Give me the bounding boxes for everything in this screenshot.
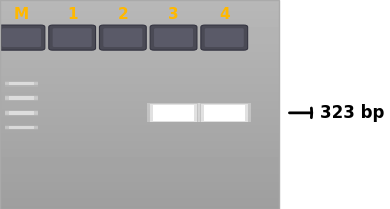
FancyBboxPatch shape [204, 105, 245, 121]
FancyBboxPatch shape [150, 25, 197, 50]
FancyBboxPatch shape [5, 95, 38, 99]
Text: 4: 4 [219, 7, 230, 22]
FancyBboxPatch shape [9, 111, 34, 115]
FancyBboxPatch shape [198, 103, 250, 122]
FancyBboxPatch shape [200, 104, 248, 121]
FancyBboxPatch shape [49, 25, 96, 50]
FancyBboxPatch shape [5, 96, 38, 100]
FancyBboxPatch shape [154, 28, 193, 47]
FancyBboxPatch shape [99, 25, 146, 50]
FancyBboxPatch shape [5, 126, 38, 129]
FancyBboxPatch shape [205, 28, 244, 47]
FancyBboxPatch shape [5, 110, 38, 114]
FancyBboxPatch shape [5, 125, 38, 128]
FancyBboxPatch shape [201, 25, 248, 50]
Text: 2: 2 [117, 7, 128, 22]
FancyBboxPatch shape [5, 97, 38, 101]
Text: 3: 3 [168, 7, 179, 22]
FancyBboxPatch shape [150, 104, 197, 121]
FancyBboxPatch shape [2, 28, 41, 47]
Text: 1: 1 [67, 7, 77, 22]
FancyBboxPatch shape [9, 82, 34, 85]
FancyBboxPatch shape [5, 82, 38, 85]
FancyBboxPatch shape [147, 103, 200, 122]
FancyBboxPatch shape [0, 25, 45, 50]
FancyBboxPatch shape [9, 126, 34, 129]
FancyBboxPatch shape [5, 111, 38, 115]
FancyBboxPatch shape [9, 96, 34, 100]
FancyBboxPatch shape [53, 28, 92, 47]
FancyBboxPatch shape [103, 28, 142, 47]
Text: M: M [14, 7, 29, 22]
Text: 323 bp: 323 bp [320, 104, 384, 122]
FancyBboxPatch shape [5, 83, 38, 87]
FancyBboxPatch shape [5, 127, 38, 130]
FancyBboxPatch shape [5, 81, 38, 84]
FancyBboxPatch shape [5, 112, 38, 116]
FancyBboxPatch shape [153, 105, 194, 121]
